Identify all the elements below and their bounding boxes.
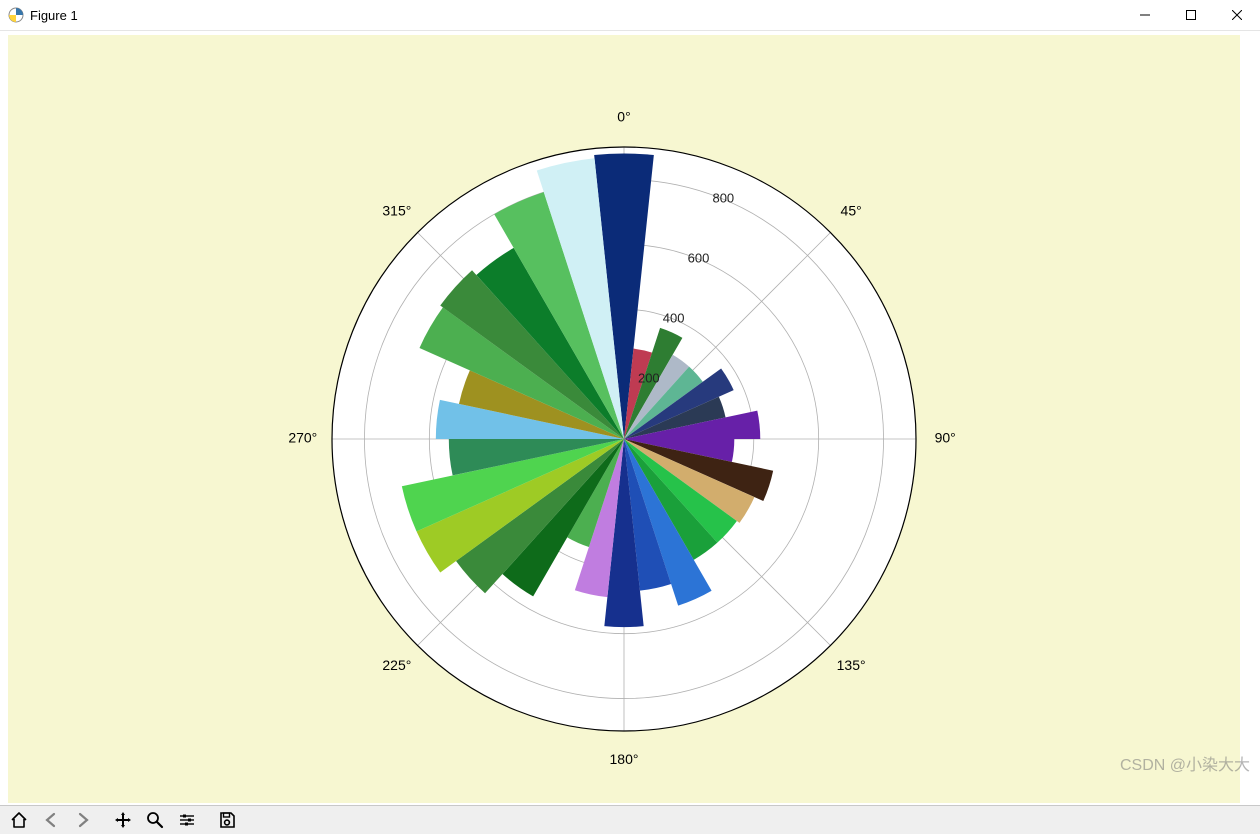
polar-angle-label: 45°: [841, 203, 862, 219]
window-maximize-button[interactable]: [1168, 0, 1214, 30]
polar-angle-label: 90°: [935, 430, 956, 446]
figure-canvas: 0° 45° 90° 135° 180° 225° 270° 315° 200 400 600 800…: [0, 31, 1260, 805]
window-close-button[interactable]: [1214, 0, 1260, 30]
polar-angle-label: 225°: [382, 657, 411, 673]
title-bar: Figure 1: [0, 0, 1260, 31]
polar-radius-label: 600: [688, 251, 710, 266]
polar-angle-label: 315°: [382, 203, 411, 219]
polar-angle-label: 180°: [610, 751, 639, 767]
toolbar-forward-button[interactable]: [68, 807, 98, 833]
toolbar-save-button[interactable]: [212, 807, 242, 833]
window-title: Figure 1: [30, 8, 78, 23]
polar-angle-label: 135°: [837, 657, 866, 673]
app-icon: [8, 7, 24, 23]
polar-radius-label: 200: [638, 370, 660, 385]
polar-chart: 0° 45° 90° 135° 180° 225° 270° 315° 200 400 600 800: [0, 31, 1260, 807]
polar-angle-label: 270°: [288, 430, 317, 446]
window-minimize-button[interactable]: [1122, 0, 1168, 30]
toolbar-zoom-button[interactable]: [140, 807, 170, 833]
toolbar-back-button[interactable]: [36, 807, 66, 833]
toolbar-pan-button[interactable]: [108, 807, 138, 833]
matplotlib-toolbar: [0, 805, 1260, 834]
polar-angle-label: 0°: [617, 109, 630, 125]
polar-radius-label: 800: [712, 191, 734, 206]
toolbar-subplots-button[interactable]: [172, 807, 202, 833]
polar-radius-label: 400: [663, 311, 685, 326]
figure-window: Figure 1 0° 45° 90° 135° 180° 225° 270° 315° 200…: [0, 0, 1260, 834]
toolbar-home-button[interactable]: [4, 807, 34, 833]
